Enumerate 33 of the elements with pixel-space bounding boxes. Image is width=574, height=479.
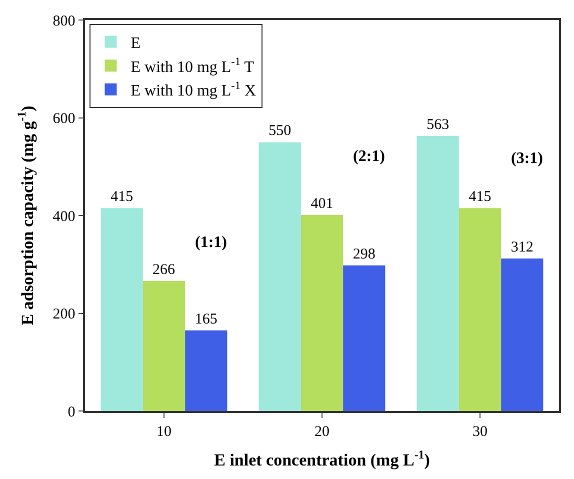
x-tick-label: 30 xyxy=(472,424,488,440)
y-tick-label: 200 xyxy=(52,306,76,322)
annotation: (3:1) xyxy=(511,150,543,167)
data-label: 415 xyxy=(110,189,134,206)
bar xyxy=(343,265,386,411)
annotation: (2:1) xyxy=(353,148,385,165)
x-axis-title: E inlet concentration (mg L$^{-1}$) xyxy=(214,448,430,470)
bar xyxy=(300,215,344,411)
data-label: 165 xyxy=(194,311,218,328)
data-label: 563 xyxy=(426,116,450,133)
bar xyxy=(142,280,186,411)
bar xyxy=(100,208,143,411)
x-tick-label: 20 xyxy=(314,424,330,440)
y-tick-label: 800 xyxy=(52,13,76,30)
legend-label: E with 10 mg L$^{-1}$ X xyxy=(130,80,257,100)
y-tick-label: 600 xyxy=(52,111,76,127)
bar xyxy=(416,136,459,411)
data-label: 550 xyxy=(268,123,292,140)
y-tick-label: 400 xyxy=(52,208,76,225)
x-tick-label: 10 xyxy=(156,424,172,440)
legend-label: E xyxy=(130,35,141,52)
data-label: 266 xyxy=(152,262,176,278)
data-label: 312 xyxy=(510,240,534,256)
data-label: 298 xyxy=(352,246,376,262)
bar xyxy=(258,142,301,411)
data-label: 401 xyxy=(310,196,334,212)
bar xyxy=(185,330,228,411)
legend-label: E with 10 mg L$^{-1}$ T xyxy=(130,56,254,76)
bar xyxy=(458,208,502,411)
data-label: 415 xyxy=(468,189,492,206)
bar xyxy=(501,258,544,411)
annotation: (1:1) xyxy=(195,234,227,251)
y-tick-label: 0 xyxy=(68,404,76,420)
